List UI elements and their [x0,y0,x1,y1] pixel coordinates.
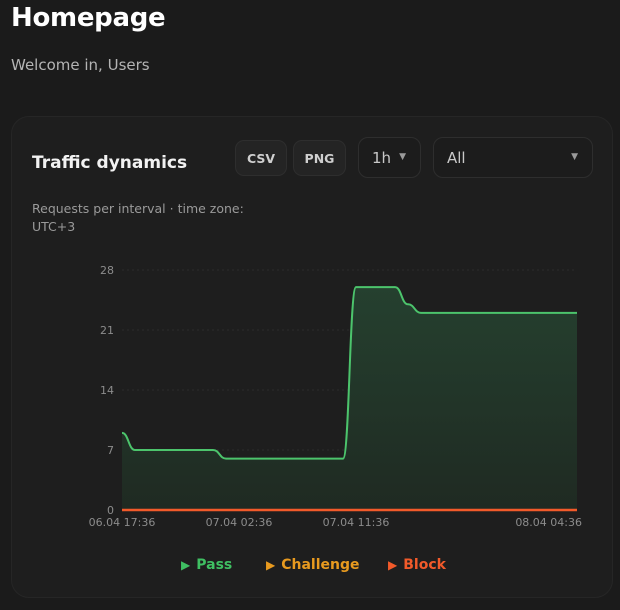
x-axis: 06.04 17:36 07.04 02:36 07.04 11:36 08.04 0… [89,516,582,529]
interval-select[interactable]: 1h ▼ [358,137,421,178]
legend-item-challenge[interactable]: ▶ Challenge [266,557,360,573]
legend-label: Challenge [281,557,360,573]
legend-item-block[interactable]: ▶ Block [388,557,446,573]
welcome-text: Welcome in, Users [11,56,150,74]
legend-item-pass[interactable]: ▶ Pass [181,557,232,573]
play-triangle-icon: ▶ [388,558,398,572]
y-tick-label: 21 [100,324,114,337]
filter-select-value: All [447,148,466,167]
pass-series-line[interactable] [121,286,577,460]
play-triangle-icon: ▶ [181,558,191,572]
pass-area [122,287,577,510]
export-csv-button[interactable]: CSV [235,140,287,176]
caret-down-icon: ▼ [399,152,406,162]
y-axis: 0 7 14 21 28 [100,264,114,517]
y-tick-label: 14 [100,384,114,397]
x-tick-label: 07.04 11:36 [323,516,390,529]
page-title: Homepage [11,3,166,33]
filter-select[interactable]: All ▼ [433,137,593,178]
card-subtitle: Requests per interval · time zone: UTC+3 [32,201,244,234]
y-tick-label: 28 [100,264,114,277]
x-tick-label: 06.04 17:36 [89,516,156,529]
y-tick-label: 7 [107,444,114,457]
card-title: Traffic dynamics [32,153,188,173]
export-png-button[interactable]: PNG [293,140,346,176]
caret-down-icon: ▼ [571,152,578,162]
y-tick-label: 0 [107,504,114,517]
legend-label: Block [403,557,446,573]
legend-label: Pass [196,557,233,573]
play-triangle-icon: ▶ [266,558,276,572]
x-tick-label: 08.04 04:36 [515,516,582,529]
interval-select-value: 1h [372,148,392,167]
x-tick-label: 07.04 02:36 [206,516,273,529]
